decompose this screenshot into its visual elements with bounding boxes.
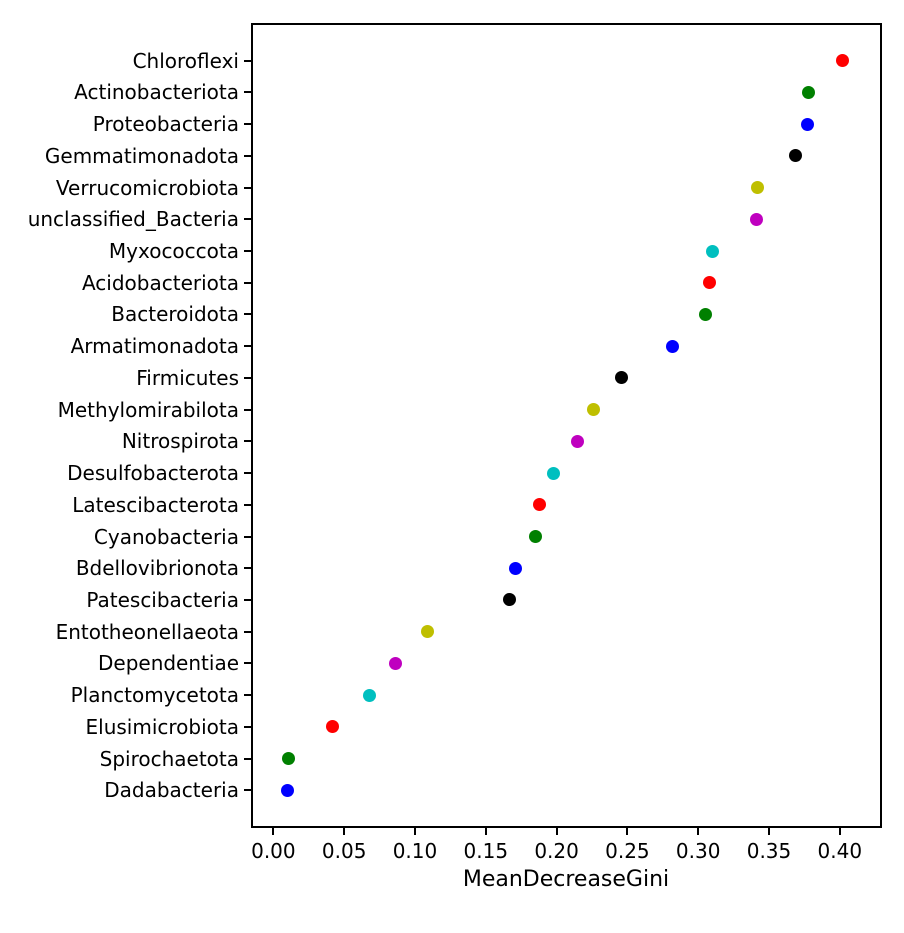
y-axis-category-label: Patescibacteria [86, 587, 239, 612]
y-axis-category-label: Methylomirabilota [57, 397, 239, 422]
x-tick-mark [838, 828, 841, 835]
x-tick-label: 0.05 [321, 839, 367, 863]
x-tick-mark [555, 828, 558, 835]
x-tick-label: 0.10 [392, 839, 438, 863]
y-axis-category-label: Latescibacterota [72, 492, 239, 517]
x-tick-mark [413, 828, 416, 835]
x-tick-mark [767, 828, 770, 835]
data-point [282, 752, 296, 766]
data-point [528, 530, 542, 544]
x-tick-mark [272, 828, 275, 835]
y-tick-mark [244, 123, 251, 126]
y-axis-category-label: Spirochaetota [99, 746, 239, 771]
y-axis-category-label: Planctomycetota [70, 683, 239, 708]
y-tick-mark [244, 186, 251, 189]
data-point [751, 181, 765, 195]
y-axis-category-label: Myxococcota [108, 239, 239, 264]
data-point [509, 561, 523, 575]
y-tick-mark [244, 472, 251, 475]
data-point [503, 593, 517, 607]
y-tick-mark [244, 313, 251, 316]
y-axis-category-label: Dadabacteria [104, 778, 239, 803]
y-axis-category-label: Acidobacteriota [81, 270, 239, 295]
y-tick-mark [244, 694, 251, 697]
x-tick-label: 0.20 [534, 839, 579, 863]
x-tick-label: 0.30 [675, 839, 721, 863]
x-tick-mark [697, 828, 700, 835]
y-axis-category-label: Actinobacteriota [74, 80, 239, 105]
y-tick-mark [244, 503, 251, 506]
x-axis-title: MeanDecreaseGini [462, 867, 670, 892]
data-point [586, 403, 600, 417]
y-axis-category-label: Gemmatimonadota [44, 143, 239, 168]
y-axis-category-label: Proteobacteria [92, 112, 239, 137]
plot-area [251, 23, 882, 828]
data-point [363, 688, 377, 702]
y-tick-mark [244, 408, 251, 411]
y-tick-mark [244, 757, 251, 760]
y-tick-mark [244, 345, 251, 348]
y-axis-category-label: Bacteroidota [111, 302, 239, 327]
y-tick-mark [244, 598, 251, 601]
y-tick-mark [244, 154, 251, 157]
y-axis-category-label: Desulfobacterota [67, 461, 239, 486]
y-tick-mark [244, 281, 251, 284]
y-tick-mark [244, 567, 251, 570]
data-point [571, 434, 585, 448]
y-axis-category-label: Firmicutes [136, 365, 239, 390]
y-tick-mark [244, 662, 251, 665]
y-tick-mark [244, 91, 251, 94]
data-point [666, 339, 680, 353]
y-tick-mark [244, 250, 251, 253]
y-axis-category-label: Armatimonadota [70, 334, 239, 359]
x-tick-mark [484, 828, 487, 835]
data-point [789, 149, 803, 163]
y-tick-mark [244, 535, 251, 538]
y-axis-category-label: Chloroflexi [132, 48, 239, 73]
y-axis-category-label: Dependentiae [97, 651, 239, 676]
y-tick-mark [244, 59, 251, 62]
y-tick-mark [244, 789, 251, 792]
y-tick-mark [244, 376, 251, 379]
y-tick-mark [244, 725, 251, 728]
x-tick-label: 0.25 [605, 839, 650, 863]
y-tick-mark [244, 630, 251, 633]
data-point [800, 117, 814, 131]
data-point [802, 85, 816, 99]
y-axis-category-label: Verrucomicrobiota [55, 175, 239, 200]
y-axis-category-label: Entotheonellaeota [55, 619, 239, 644]
y-axis-category-label: Cyanobacteria [93, 524, 239, 549]
data-point [703, 276, 717, 290]
x-tick-label: 0.00 [251, 839, 296, 863]
y-tick-mark [244, 218, 251, 221]
x-tick-mark [343, 828, 346, 835]
data-point [326, 720, 340, 734]
data-point [281, 783, 295, 797]
x-tick-label: 0.15 [463, 839, 509, 863]
y-axis-category-label: Bdellovibrionota [75, 556, 239, 581]
data-point [533, 498, 547, 512]
x-tick-mark [626, 828, 629, 835]
data-point [705, 244, 719, 258]
y-tick-mark [244, 440, 251, 443]
data-point [547, 466, 561, 480]
data-point [698, 307, 712, 321]
data-point [388, 656, 402, 670]
data-point [421, 625, 435, 639]
y-axis-category-label: unclassified_Bacteria [27, 207, 239, 232]
data-point [836, 54, 850, 68]
x-tick-label: 0.35 [746, 839, 792, 863]
x-tick-label: 0.40 [817, 839, 863, 863]
data-point [615, 371, 629, 385]
data-point [749, 212, 763, 226]
y-axis-category-label: Elusimicrobiota [85, 714, 240, 739]
y-axis-category-label: Nitrospirota [121, 429, 239, 454]
